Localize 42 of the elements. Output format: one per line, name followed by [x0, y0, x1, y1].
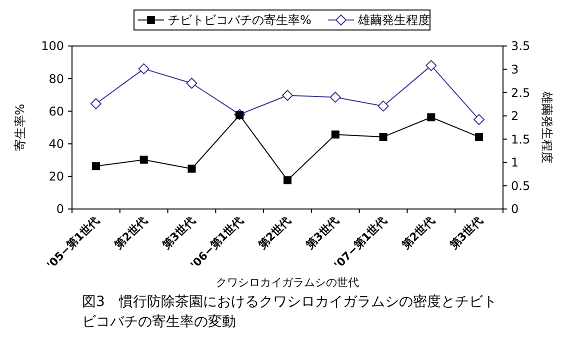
y-tick-label: 40: [48, 137, 64, 151]
y-tick-label: 60: [48, 104, 64, 118]
y2-axis-title: 雄繭発生程度: [540, 90, 554, 164]
y-tick-label: 80: [48, 72, 64, 86]
point: [186, 78, 198, 89]
text: 図3 慣行防除茶園におけるクワシロカイガラムシの密度とチビトビコバチの寄生率の変動: [82, 294, 497, 330]
x-tick-label: 第3世代: [302, 214, 342, 253]
y-axis-title: 寄生率%: [13, 104, 27, 152]
legend-label: チビトビコバチの寄生率%: [168, 13, 312, 28]
point: [378, 100, 389, 112]
x-tick-label: 第2世代: [111, 214, 150, 253]
point: [426, 60, 437, 72]
y2-tick-label: 2.5: [511, 86, 530, 100]
point: [188, 164, 196, 173]
legend-label: 雄繭発生程度: [357, 13, 430, 28]
y-tick-label: 100: [41, 39, 64, 54]
y2-tick-label: 1.5: [511, 132, 530, 146]
point: [379, 132, 388, 141]
point: [330, 92, 341, 103]
y2-tick-label: 1: [511, 156, 519, 170]
y-tick-label: 20: [48, 170, 64, 184]
point: [474, 114, 485, 126]
y2-tick-label: 2: [511, 109, 519, 124]
y2-tick-label: 0.5: [511, 178, 530, 193]
y2-tick-label: 0: [511, 202, 519, 216]
point: [90, 98, 102, 110]
x-axis-title: クワシロカイガラムシの世代: [216, 276, 359, 289]
x-tick-label: 第3世代: [446, 214, 486, 253]
point: [427, 113, 436, 122]
point: [92, 162, 100, 170]
x-tick-label: 第2世代: [398, 214, 438, 253]
point: [282, 90, 293, 101]
point: [331, 130, 340, 139]
point: [138, 63, 150, 74]
y2-tick-label: 3: [511, 62, 519, 76]
y-tick-label: 0: [56, 202, 64, 216]
x-tick-label: 第3世代: [159, 214, 198, 253]
point: [284, 176, 292, 184]
y2-tick-label: 3.5: [511, 39, 530, 54]
point: [140, 156, 148, 164]
x-tick-label: 第2世代: [254, 214, 294, 253]
point: [475, 132, 484, 141]
